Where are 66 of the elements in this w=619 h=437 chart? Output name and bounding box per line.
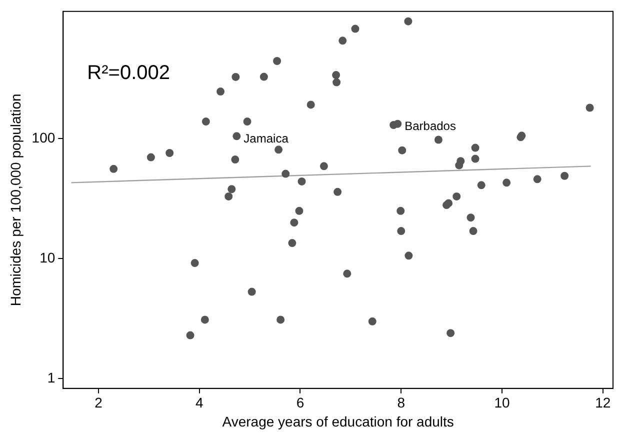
point [231,156,240,164]
point [351,24,360,33]
point [110,164,118,173]
point [282,170,290,178]
point [586,104,594,112]
annotation: Jamaica [244,131,289,146]
point [469,227,478,236]
point [224,192,233,200]
point [471,154,480,163]
point [276,316,285,324]
point [290,218,298,227]
point [306,100,315,109]
point [396,206,405,215]
y-tick-label: 1 [47,370,56,386]
x-tick-label: 12 [595,394,611,411]
point [332,71,340,80]
point [434,136,442,144]
point [471,144,480,152]
point [398,146,406,154]
point [404,252,413,260]
point [334,188,342,196]
point [332,78,341,86]
annotation: Barbados [404,119,456,134]
point [368,317,376,326]
point [273,57,282,65]
point [477,181,486,190]
x-tick-label: 10 [494,394,510,411]
point [466,214,475,222]
y-tick-label: 10 [40,250,56,266]
x-tick-label: 2 [94,394,103,411]
point [232,72,240,81]
y-axis-title: Homicides per 100,000 population [7,94,24,306]
point [166,148,174,157]
point [404,17,412,26]
point [288,239,296,248]
point [502,178,511,187]
point [260,72,268,81]
point [533,175,542,184]
point [146,153,155,162]
x-tick-label: 8 [397,394,406,411]
point [216,88,225,96]
point [295,206,304,215]
point [243,118,252,126]
x-axis-title: Average years of education for adults [222,413,454,430]
point [343,270,352,278]
point [320,162,328,170]
point [560,172,569,180]
point [394,120,402,128]
annotation: R²=0.002 [87,62,170,84]
point [190,259,199,268]
point [397,227,406,236]
x-tick-label: 4 [195,394,204,411]
point [186,331,194,340]
point [338,36,347,45]
point [455,161,464,170]
point [452,192,461,200]
point [232,132,241,140]
point [228,185,236,194]
point [200,316,209,324]
point [248,288,256,296]
x-tick-label: 6 [296,394,304,411]
point [298,177,306,186]
point [202,118,210,126]
point [446,329,455,338]
y-tick-label: 100 [32,130,56,146]
point [274,146,283,154]
